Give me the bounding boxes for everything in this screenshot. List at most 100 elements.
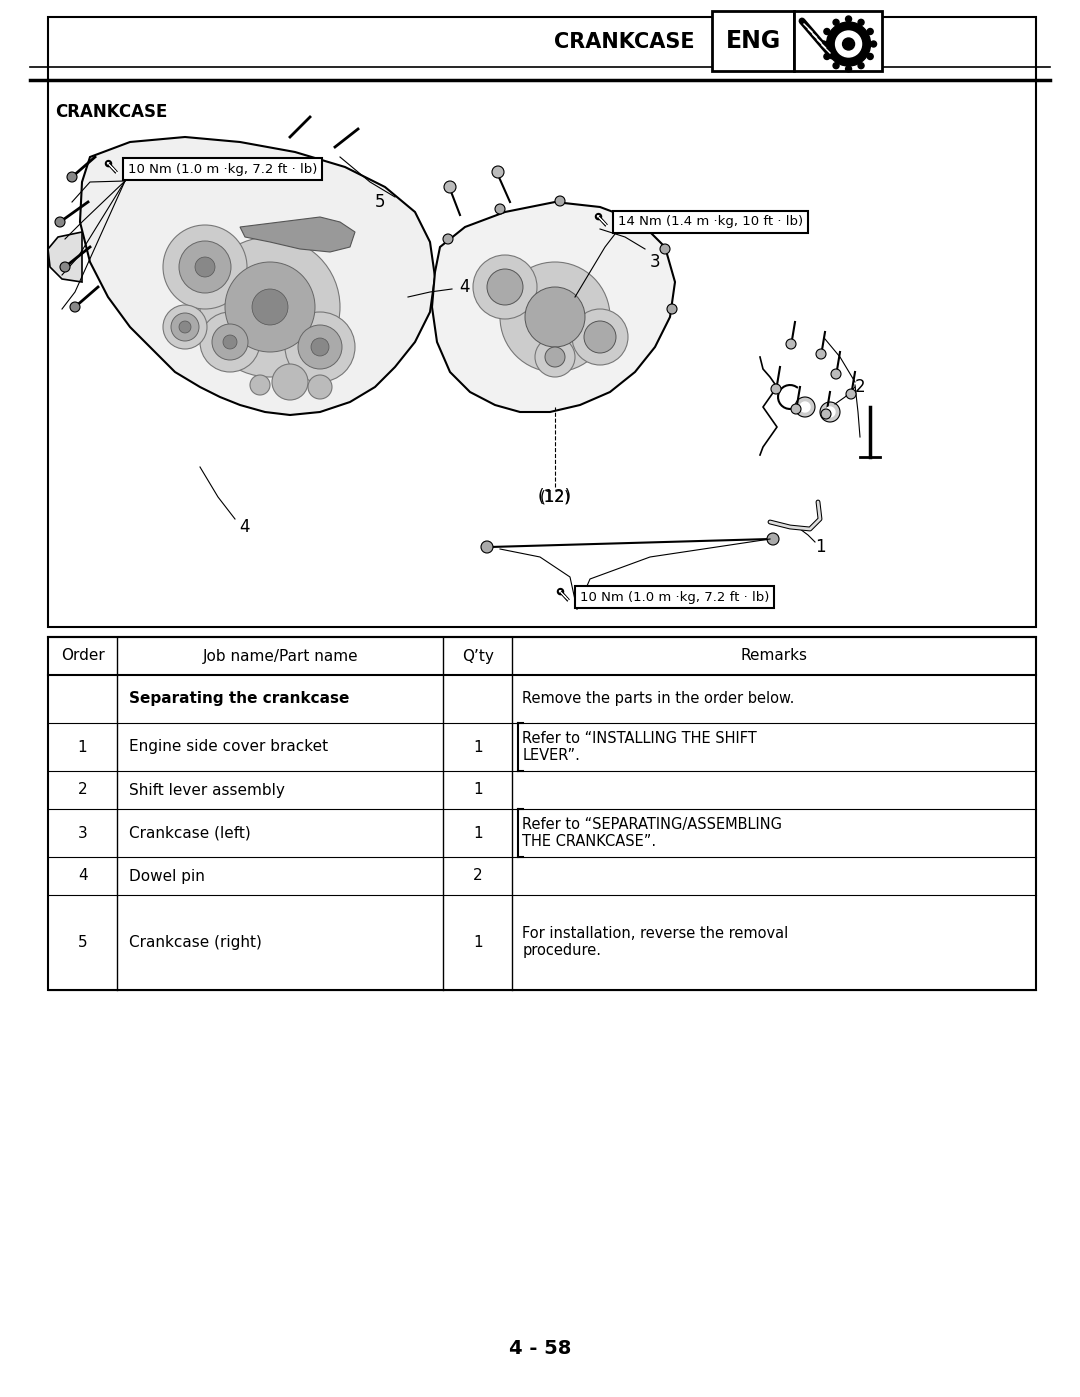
Text: Crankcase (right): Crankcase (right) [130, 935, 262, 950]
Text: ENG: ENG [726, 29, 781, 53]
Circle shape [824, 53, 829, 60]
Text: 3: 3 [650, 253, 660, 271]
Text: CRANKCASE: CRANKCASE [554, 32, 696, 52]
Text: Remarks: Remarks [741, 648, 808, 664]
Circle shape [444, 182, 456, 193]
Circle shape [252, 289, 288, 326]
Circle shape [800, 402, 810, 412]
Circle shape [481, 541, 492, 553]
Circle shape [816, 349, 826, 359]
Circle shape [492, 166, 504, 177]
Circle shape [786, 339, 796, 349]
Text: 3: 3 [78, 826, 87, 841]
Circle shape [858, 20, 864, 25]
Circle shape [163, 225, 247, 309]
Circle shape [667, 305, 677, 314]
Circle shape [179, 242, 231, 293]
Circle shape [821, 409, 831, 419]
Circle shape [842, 38, 854, 50]
Circle shape [836, 31, 862, 57]
Text: Remove the parts in the order below.: Remove the parts in the order below. [523, 692, 795, 707]
Circle shape [67, 172, 77, 182]
Circle shape [70, 302, 80, 312]
Circle shape [584, 321, 616, 353]
Circle shape [833, 20, 839, 25]
Circle shape [846, 66, 851, 73]
Circle shape [535, 337, 575, 377]
Circle shape [660, 244, 670, 254]
Circle shape [545, 346, 565, 367]
Circle shape [60, 263, 70, 272]
Circle shape [795, 397, 815, 416]
Bar [48, 17, 1036, 627]
Text: 4: 4 [78, 869, 87, 883]
Text: Job name/Part name: Job name/Part name [202, 648, 357, 664]
Circle shape [867, 28, 874, 35]
Text: 10 Nm (1.0 m ·kg, 7.2 ft · lb): 10 Nm (1.0 m ·kg, 7.2 ft · lb) [580, 591, 769, 604]
Circle shape [443, 235, 453, 244]
Circle shape [767, 534, 779, 545]
Circle shape [473, 256, 537, 319]
Circle shape [831, 369, 841, 379]
Circle shape [867, 53, 874, 60]
Text: 1: 1 [814, 538, 825, 556]
Text: Q’ty: Q’ty [462, 648, 494, 664]
Circle shape [846, 388, 856, 400]
Text: 5: 5 [375, 193, 386, 211]
Text: CRANKCASE: CRANKCASE [55, 103, 167, 122]
Circle shape [55, 217, 65, 226]
Text: Shift lever assembly: Shift lever assembly [130, 782, 285, 798]
Text: 10 Nm (1.0 m ·kg, 7.2 ft · lb): 10 Nm (1.0 m ·kg, 7.2 ft · lb) [129, 162, 318, 176]
Text: (12): (12) [540, 489, 570, 504]
Text: Refer to “INSTALLING THE SHIFT: Refer to “INSTALLING THE SHIFT [523, 731, 757, 746]
Circle shape [825, 407, 835, 416]
Text: 1: 1 [473, 782, 483, 798]
Circle shape [272, 365, 308, 400]
Text: Separating the crankcase: Separating the crankcase [130, 692, 350, 707]
Circle shape [870, 41, 877, 47]
Text: (12): (12) [538, 488, 572, 506]
Circle shape [858, 63, 864, 68]
Text: 1: 1 [473, 826, 483, 841]
Circle shape [311, 338, 329, 356]
Circle shape [200, 237, 340, 377]
Circle shape [195, 257, 215, 277]
Circle shape [163, 305, 207, 349]
Text: For installation, reverse the removal: For installation, reverse the removal [523, 926, 788, 942]
Circle shape [249, 374, 270, 395]
Circle shape [222, 335, 237, 349]
Circle shape [555, 196, 565, 205]
Circle shape [212, 324, 248, 360]
Circle shape [495, 204, 505, 214]
Circle shape [833, 63, 839, 68]
Circle shape [487, 270, 523, 305]
Polygon shape [432, 203, 675, 412]
Text: Dowel pin: Dowel pin [130, 869, 205, 883]
Circle shape [824, 28, 829, 35]
Text: THE CRANKCASE”.: THE CRANKCASE”. [523, 834, 657, 849]
Circle shape [171, 313, 199, 341]
Circle shape [525, 286, 585, 346]
Text: 2: 2 [854, 379, 865, 395]
Text: 5: 5 [78, 935, 87, 950]
Circle shape [791, 404, 801, 414]
Circle shape [826, 22, 870, 66]
Bar [712, 11, 794, 71]
Text: 4 - 58: 4 - 58 [509, 1340, 571, 1358]
Text: procedure.: procedure. [523, 943, 602, 958]
Circle shape [298, 326, 342, 369]
Circle shape [640, 214, 650, 224]
Circle shape [821, 41, 826, 47]
Circle shape [771, 384, 781, 394]
Circle shape [846, 15, 851, 22]
Text: Engine side cover bracket: Engine side cover bracket [130, 739, 328, 754]
Circle shape [179, 321, 191, 332]
Circle shape [500, 263, 610, 372]
Polygon shape [80, 137, 435, 415]
Text: 2: 2 [473, 869, 483, 883]
Circle shape [308, 374, 332, 400]
Bar [794, 11, 882, 71]
Bar [48, 637, 1036, 990]
Circle shape [820, 402, 840, 422]
Text: 1: 1 [473, 935, 483, 950]
